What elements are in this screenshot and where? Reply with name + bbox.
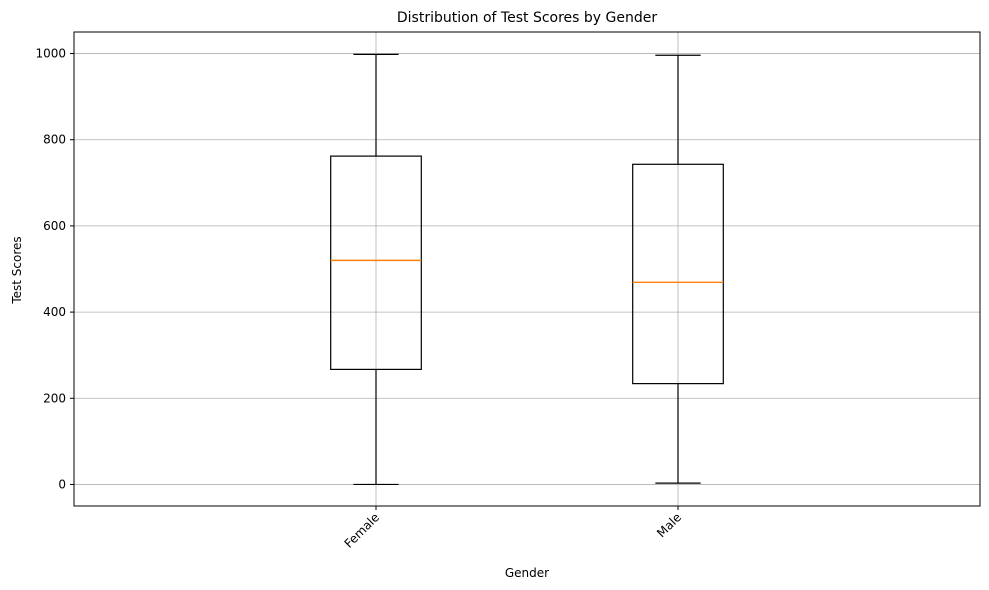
y-tick-label: 400 <box>43 305 66 319</box>
y-tick-label: 0 <box>58 477 66 491</box>
plot-area-frame <box>73 31 981 507</box>
y-tick-label: 1000 <box>35 47 66 61</box>
y-axis-label: Test Scores <box>10 236 24 304</box>
grid-lines <box>74 32 980 506</box>
y-tick-label: 800 <box>43 133 66 147</box>
y-tick-label: 600 <box>43 219 66 233</box>
chart-title: Distribution of Test Scores by Gender <box>397 10 658 26</box>
iqr-box <box>632 163 724 385</box>
iqr-box <box>330 155 422 371</box>
x-axis-label: Gender <box>505 566 549 580</box>
boxes <box>330 53 724 486</box>
box-female <box>330 53 422 486</box>
y-tick-label: 200 <box>43 391 66 405</box>
box-male <box>632 54 724 484</box>
